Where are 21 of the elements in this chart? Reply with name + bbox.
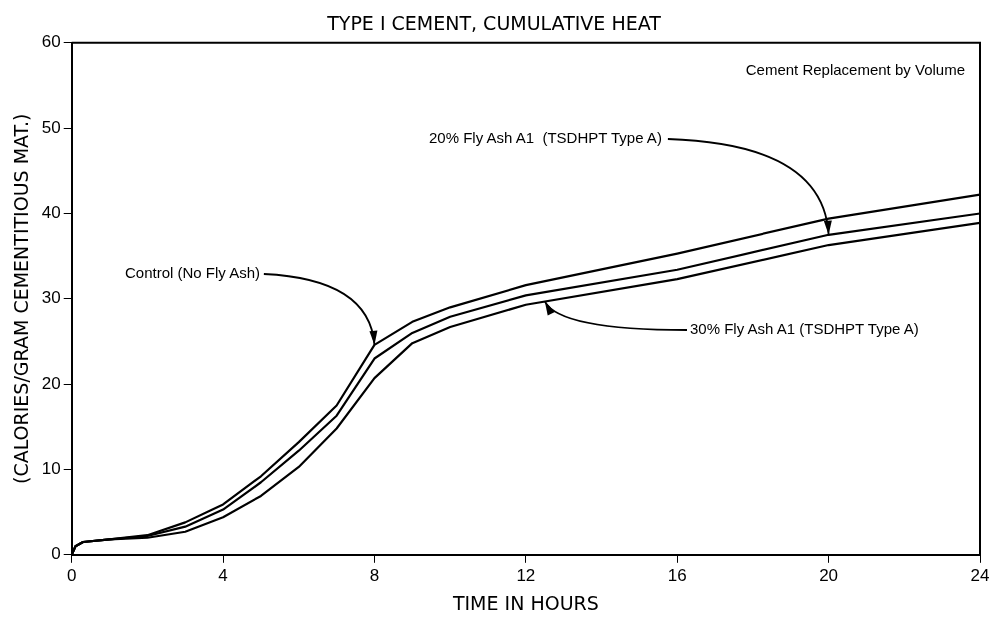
x-tick-label: 20 bbox=[819, 565, 839, 585]
chart-title: TYPE I CEMENT, CUMULATIVE HEAT bbox=[326, 12, 662, 35]
annotation: Control (No Fly Ash) bbox=[125, 263, 261, 281]
annotation: 30% Fly Ash A1 (TSDHPT Type A) bbox=[690, 319, 919, 337]
y-tick-label: 0 bbox=[51, 544, 61, 564]
x-tick-label: 12 bbox=[516, 565, 536, 585]
y-tick-label: 60 bbox=[41, 32, 61, 52]
y-tick-label: 10 bbox=[41, 459, 61, 479]
x-axis-title: TIME IN HOURS bbox=[451, 591, 599, 614]
annotation: 20% Fly Ash A1 (TSDHPT Type A) bbox=[429, 128, 662, 146]
x-tick-label: 0 bbox=[66, 565, 77, 585]
y-tick-label: 20 bbox=[41, 373, 61, 393]
y-tick-label: 30 bbox=[41, 288, 61, 308]
x-tick-label: 8 bbox=[369, 565, 380, 585]
x-tick-label: 16 bbox=[667, 565, 687, 585]
y-tick-label: 40 bbox=[41, 203, 61, 223]
x-tick-label: 24 bbox=[970, 565, 990, 585]
annotation: Cement Replacement by Volume bbox=[745, 60, 965, 78]
y-axis-title: (CALORIES/GRAM CEMENTITIOUS MAT.) bbox=[10, 113, 33, 484]
y-tick-label: 50 bbox=[41, 117, 61, 137]
x-tick-label: 4 bbox=[218, 565, 228, 585]
